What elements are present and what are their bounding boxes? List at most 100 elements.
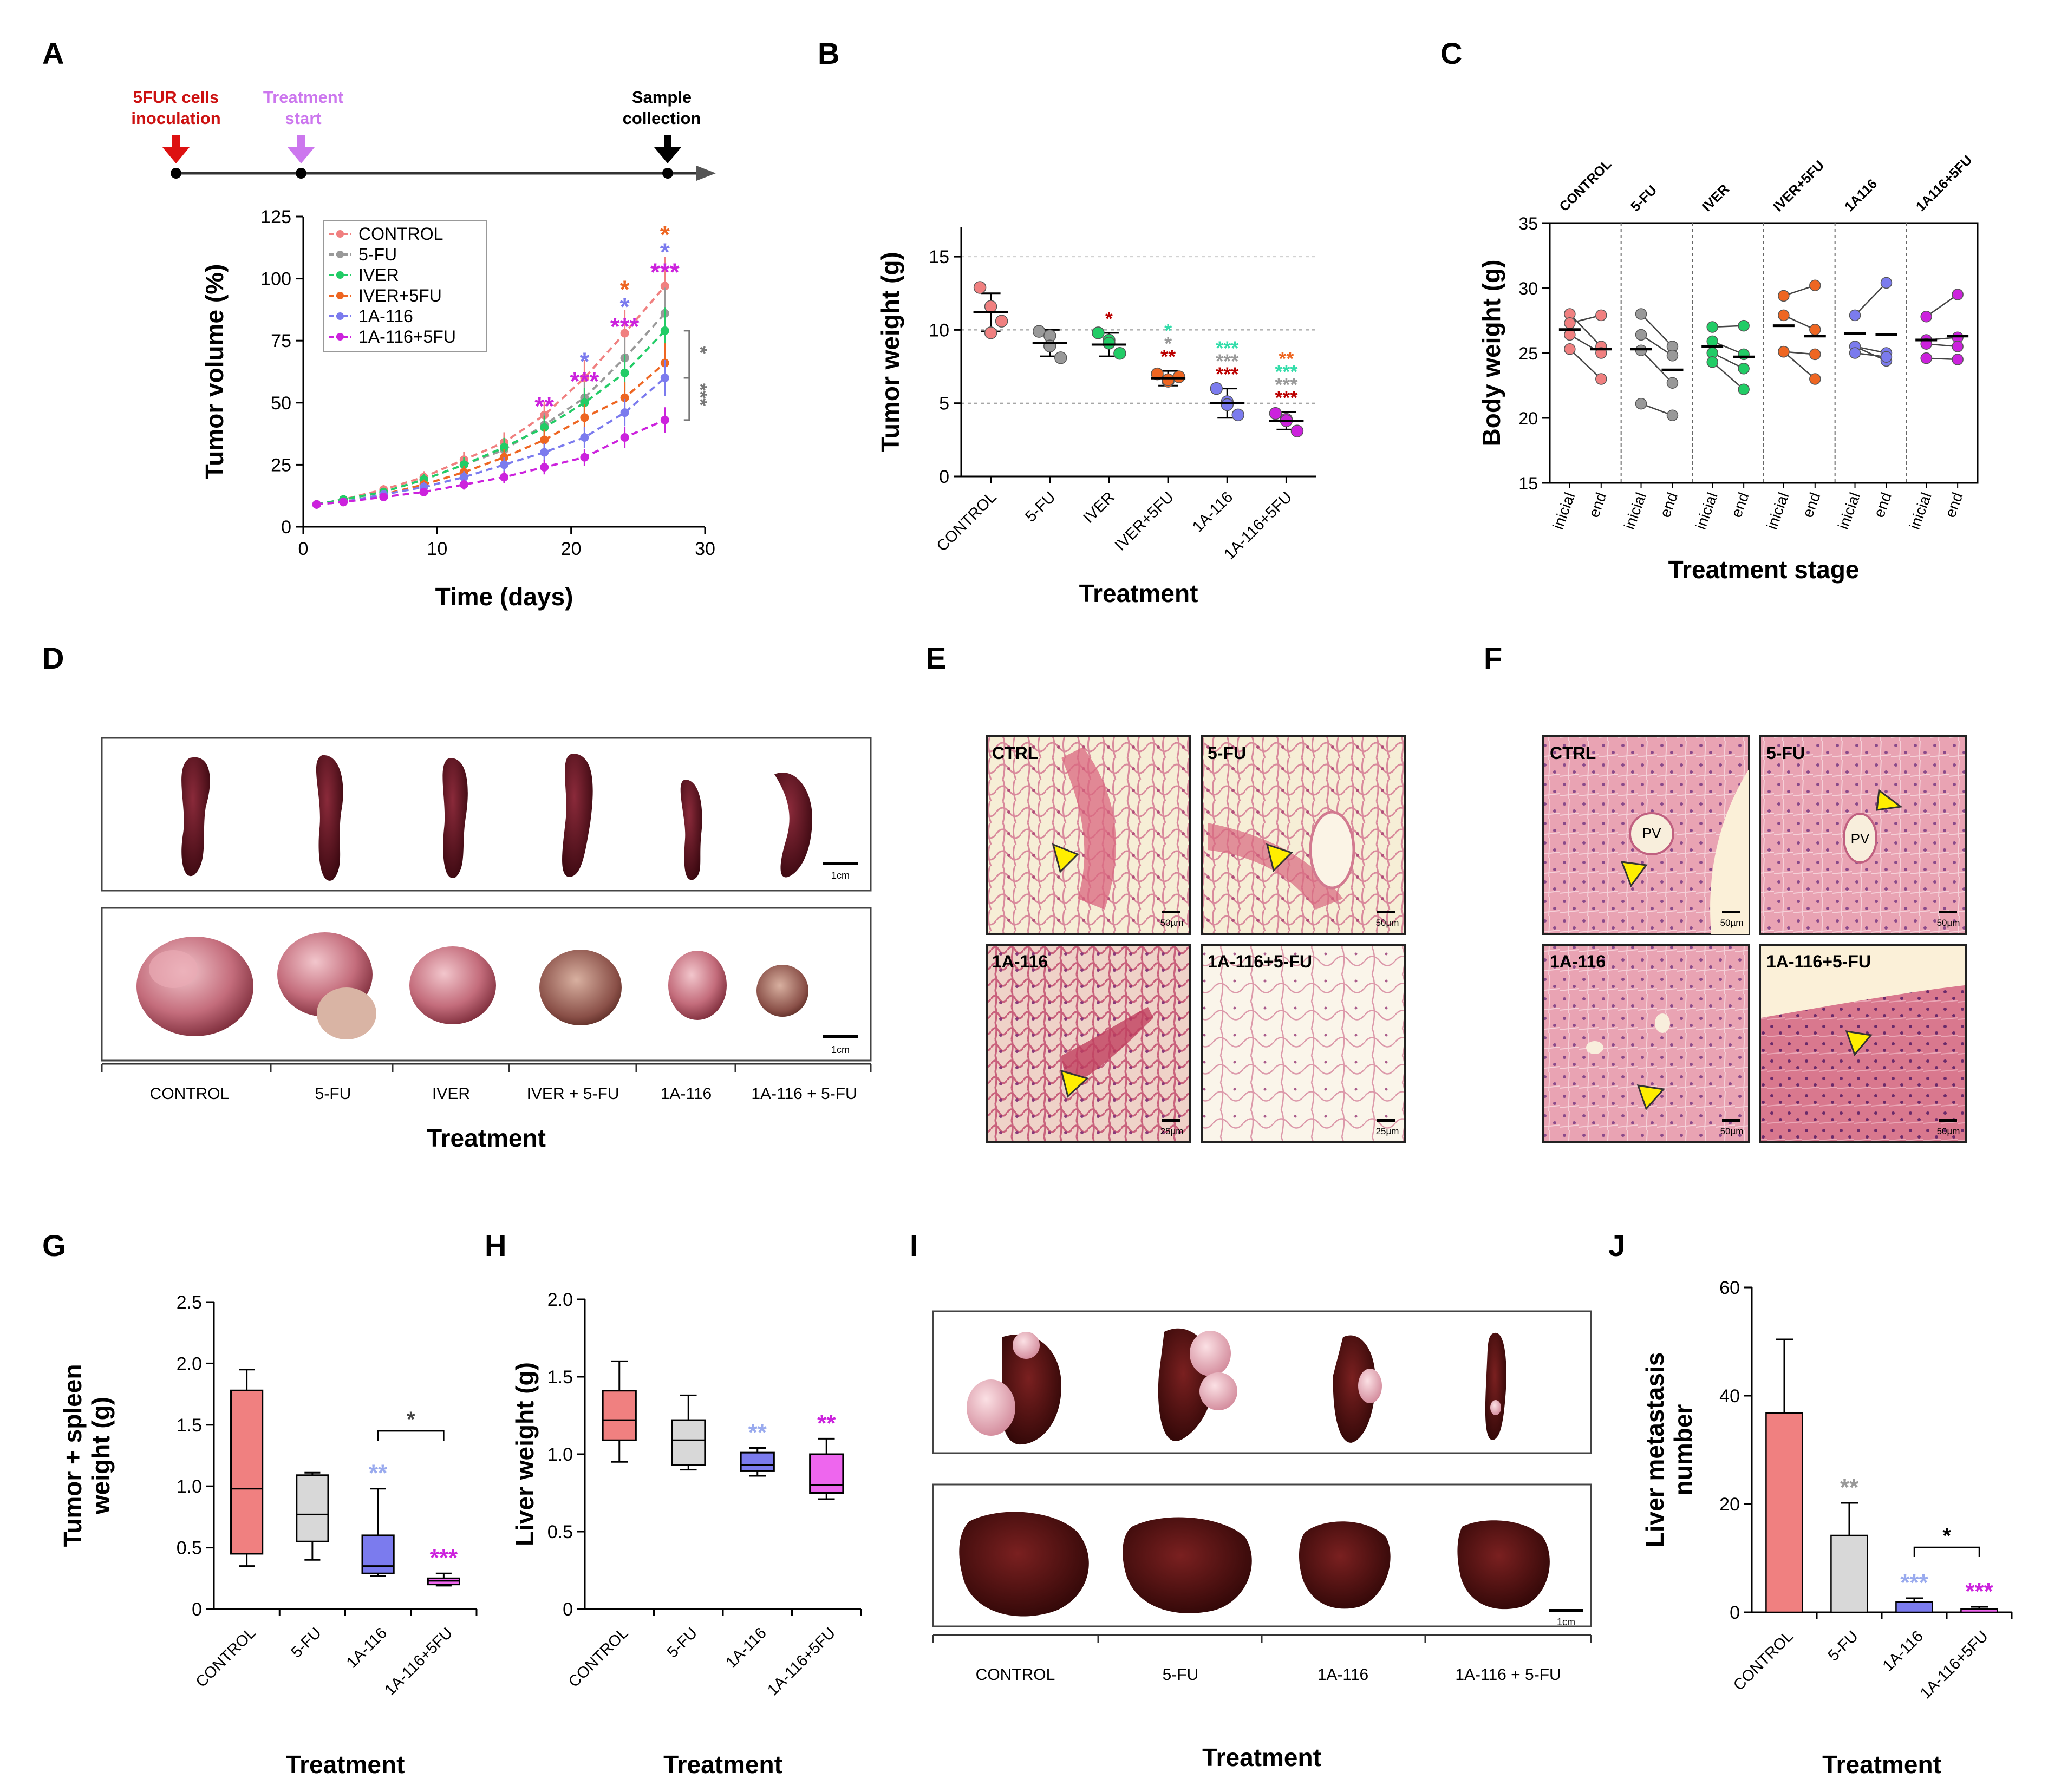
y-tick-label: 25 — [271, 455, 291, 475]
data-point — [1595, 373, 1607, 385]
histology-tile: CTRL 50µm — [986, 735, 1191, 935]
group-label-ticks — [932, 1635, 1592, 1643]
x-tick-label: 1A-116+5FU — [1917, 1627, 1992, 1702]
data-point — [339, 498, 348, 507]
data-point — [1920, 352, 1932, 364]
timeline-event-dot — [296, 168, 306, 179]
data-point — [540, 423, 549, 432]
series-line-1A-116 — [316, 377, 666, 506]
tile-scale-label: 50µm — [1937, 918, 1960, 928]
tile-label: 1A-116 — [1550, 952, 1606, 971]
box — [230, 1389, 264, 1555]
x-tick-label: 5-FU — [664, 1624, 701, 1661]
liver-lobe-control — [1001, 1334, 1061, 1445]
histology-tile: 1A-116 25µm — [986, 944, 1191, 1143]
panel-letter-j: J — [1608, 1228, 1625, 1263]
tile-scale-bar — [1939, 1119, 1957, 1122]
x-tick-label: inicial — [1835, 490, 1863, 531]
data-point — [580, 433, 589, 442]
group-label: 5-FU — [1163, 1666, 1199, 1684]
data-point — [1113, 346, 1126, 360]
x-tick-label: CONTROL — [934, 488, 1000, 555]
significance-mark: ** — [534, 392, 554, 420]
group-label: 1A116 — [1842, 176, 1880, 214]
x-tick-label: CONTROL — [565, 1624, 632, 1691]
tile-label: CTRL — [1550, 743, 1596, 763]
data-point — [1952, 354, 1964, 365]
data-point — [580, 398, 589, 407]
x-tick-label: end — [1728, 490, 1752, 520]
tumor-control-lobe — [149, 950, 198, 988]
data-point — [1635, 308, 1647, 320]
x-tick-label: inicial — [1906, 490, 1935, 531]
group-label: 1A-116 — [661, 1085, 712, 1103]
significance-mark: * — [1164, 332, 1172, 355]
x-tick-label: end — [1942, 490, 1966, 520]
significance-mark: *** — [1275, 387, 1297, 409]
significance-mark: * — [620, 275, 630, 303]
significance-mark: *** — [1216, 350, 1238, 372]
data-point — [1809, 324, 1821, 336]
inoculation-label-line1: 5FUR cells — [133, 88, 219, 107]
data-point — [1809, 348, 1821, 361]
vessel-lumen — [1655, 1013, 1670, 1033]
series-line-IVER+5FU — [316, 362, 666, 506]
group-label: CONTROL — [1556, 156, 1614, 214]
legend-swatch-dot — [336, 230, 344, 238]
metastasis-nodule — [1013, 1332, 1040, 1359]
x-tick-label: 5-FU — [1825, 1627, 1862, 1664]
panel-letter-f: F — [1484, 641, 1502, 675]
group-labels: CONTROL 5-FU IVER IVER + 5-FU 1A-116 1A-… — [150, 1085, 857, 1103]
pair-line — [1569, 313, 1602, 347]
tile-scale-label: 50µm — [1720, 918, 1744, 928]
whole-liver-photos — [959, 1512, 1550, 1617]
treatment-start-label-line2: start — [285, 109, 321, 128]
tissue-edge — [1710, 769, 1749, 934]
liver-lobe-1a116 — [1333, 1335, 1375, 1443]
timeline-arrowhead — [696, 166, 716, 181]
spleen-scale-bar — [823, 862, 858, 865]
tile-scale-bar — [1162, 1119, 1180, 1122]
tile-scale-label: 50µm — [1937, 1126, 1960, 1136]
x-tick-label: IVER — [1080, 488, 1118, 526]
pair-line — [1854, 282, 1887, 316]
whole-liver-1a116 — [1299, 1521, 1391, 1609]
data-point — [419, 487, 428, 496]
data-point — [1595, 309, 1607, 322]
y-axis-title: weight (g) — [87, 1397, 115, 1515]
histology-tile: 5-FU 50µm — [1201, 735, 1406, 935]
pair-line — [1926, 293, 1958, 317]
legend-swatch-dot — [336, 312, 344, 320]
y-axis-title: Tumor volume (%) — [200, 264, 229, 480]
data-point — [1706, 335, 1718, 348]
tile-label: 1A-116+5-FU — [1208, 952, 1312, 971]
significance-mark: * — [660, 238, 670, 266]
y-tick-label: 2.5 — [177, 1292, 202, 1313]
box — [296, 1474, 329, 1542]
group-label-ticks — [101, 1064, 872, 1072]
y-axis-title: Body weight (g) — [1477, 260, 1505, 447]
x-tick-label: end — [1656, 490, 1681, 520]
y-tick-label: 10 — [929, 320, 949, 341]
tumor-1a116-5fu — [756, 965, 808, 1017]
legend-swatch-dot — [336, 292, 344, 299]
data-point — [995, 315, 1008, 328]
x-axis-title: Time (days) — [435, 583, 573, 611]
data-point — [1221, 398, 1234, 411]
data-point — [1952, 289, 1964, 300]
significance-mark: ** — [369, 1460, 388, 1487]
panel-h-chart: 0 0.5 1.0 1.5 2.0 CONTROL 5-FU 1A-1161A-116+5FU… — [511, 1290, 862, 1778]
data-point — [459, 480, 468, 489]
x-tick-label: end — [1585, 490, 1609, 520]
legend-swatch-dot — [336, 271, 344, 279]
whole-liver-control — [959, 1512, 1089, 1617]
box — [602, 1390, 637, 1441]
data-point — [1880, 277, 1893, 289]
panel-e-lung-histology: CTRL 50µm 5-FU 50µm 1A-116 25µm 1A-116+5… — [986, 735, 1406, 1143]
series-line-IVER — [316, 330, 666, 506]
data-point — [620, 368, 629, 377]
x-tick-label: 1A-116+5FU — [764, 1624, 839, 1699]
portal-vein — [1843, 813, 1877, 864]
group-label: 1A116+5FU — [1913, 153, 1975, 215]
